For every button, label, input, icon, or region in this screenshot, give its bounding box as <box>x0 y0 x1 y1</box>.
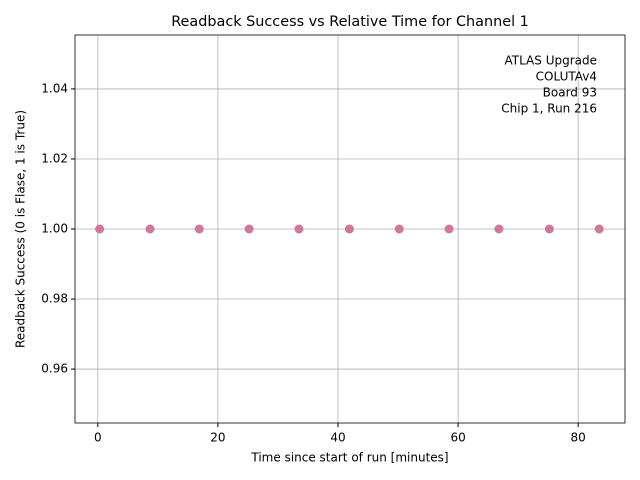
annotation: COLUTAv4 <box>536 70 597 84</box>
point <box>494 224 504 234</box>
y-tick-label: 0.98 <box>41 292 68 306</box>
point <box>194 224 204 234</box>
point <box>394 224 404 234</box>
y-tick-label: 0.96 <box>41 362 68 376</box>
y-tick-label: 1.00 <box>41 222 68 236</box>
point <box>444 224 454 234</box>
x-tick-label: 20 <box>210 431 225 445</box>
annotation: Board 93 <box>543 86 597 100</box>
annotation: ATLAS Upgrade <box>504 54 597 68</box>
x-tick-label: 80 <box>571 431 586 445</box>
x-tick-label: 40 <box>330 431 345 445</box>
x-tick-label: 0 <box>94 431 102 445</box>
y-tick-label: 1.04 <box>41 81 68 95</box>
point <box>95 224 105 234</box>
point <box>294 224 304 234</box>
annotation: Chip 1, Run 216 <box>501 102 597 116</box>
point <box>594 224 604 234</box>
point <box>344 224 354 234</box>
y-tick-label: 1.02 <box>41 151 68 165</box>
point <box>145 224 155 234</box>
point <box>244 224 254 234</box>
y-axis-label: Readback Success (0 is Flase, 1 is True) <box>14 110 28 348</box>
x-axis-label: Time since start of run [minutes] <box>250 451 448 465</box>
point <box>544 224 554 234</box>
x-tick-label: 60 <box>450 431 465 445</box>
chart-title: Readback Success vs Relative Time for Ch… <box>171 14 529 30</box>
plot-frame <box>74 34 626 424</box>
